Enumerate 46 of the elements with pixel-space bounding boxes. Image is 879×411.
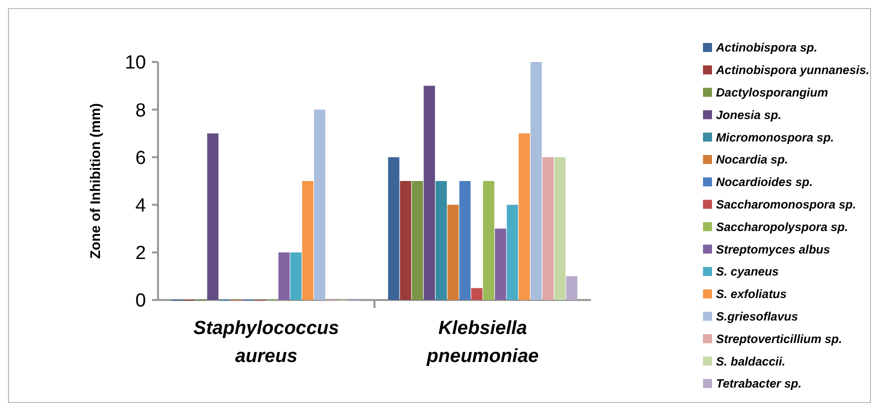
legend-label: Tetrabacter sp.: [716, 376, 802, 391]
y-tick-label: 0: [135, 290, 146, 312]
x-tick-label: Staphylococcus aureus: [193, 318, 340, 367]
legend-label: Dactylosporangium: [716, 86, 828, 100]
bar: [290, 252, 302, 300]
bar: [447, 204, 459, 300]
bar: [412, 181, 424, 300]
legend-label: Saccharomonospora sp.: [716, 198, 856, 212]
bar: [388, 157, 400, 300]
legend-label: Nocardioides sp.: [716, 175, 813, 190]
legend-label: Micromonospora sp.: [716, 130, 834, 144]
bar: [207, 133, 218, 300]
bar: [436, 181, 447, 300]
legend-label: Streptomyces albus: [716, 242, 830, 256]
bar: [542, 157, 554, 300]
bar: [566, 276, 578, 300]
bar: [400, 181, 412, 300]
bar: [483, 181, 494, 300]
bar: [530, 62, 542, 300]
bar: [518, 133, 530, 300]
bar: [471, 288, 482, 300]
bar: [278, 252, 290, 300]
legend-label: S.griesoflavus: [716, 310, 798, 324]
legend-label: Streptoverticillium sp.: [716, 332, 842, 346]
legend-label: S. cyaneus: [716, 264, 780, 279]
bar: [554, 157, 566, 300]
bar: [424, 86, 435, 300]
bar: [314, 110, 326, 300]
y-tick-label: 2: [135, 243, 146, 264]
bar: [494, 228, 506, 300]
y-tick-label: 8: [135, 100, 146, 122]
legend-label: S. baldaccii.: [716, 354, 786, 368]
y-axis-title: Zone of Inhibition (mm): [87, 103, 103, 259]
bar: [506, 204, 518, 300]
y-tick-label: 4: [135, 195, 146, 216]
legend-label: Nocardia sp.: [716, 152, 788, 167]
bar: [459, 181, 471, 300]
y-tick-label: 10: [124, 52, 146, 74]
legend-label: Actinobispora sp.: [715, 40, 818, 55]
bar: [302, 181, 314, 300]
x-tick-label: Klebsiella pneumoniae: [426, 318, 540, 367]
legend-label: Saccharopolyspora sp.: [716, 220, 848, 234]
legend-label: Actinobispora yunnanesis.: [715, 63, 870, 78]
legend-label: S. exfoliatus: [716, 287, 788, 302]
legend-label: Jonesia sp.: [716, 108, 782, 122]
y-tick-label: 6: [135, 148, 146, 169]
